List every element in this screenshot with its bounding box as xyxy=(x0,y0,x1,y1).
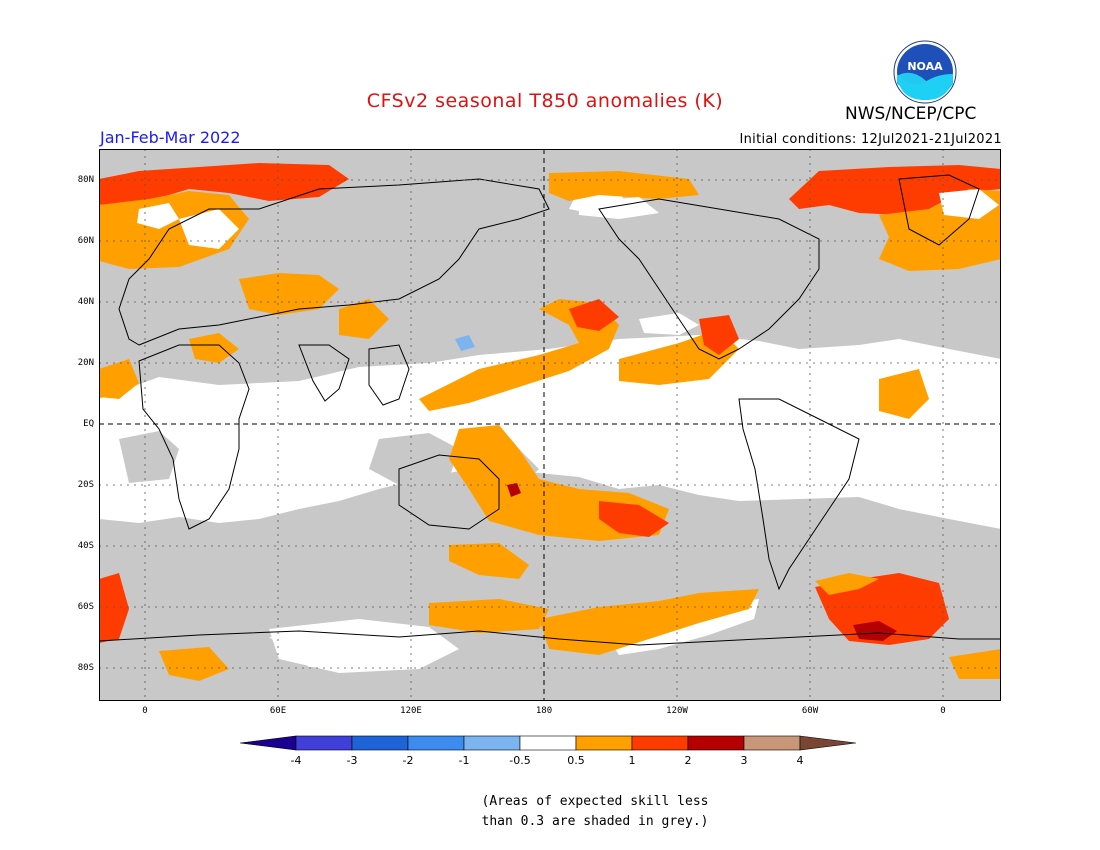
colorbar-tick-label: 2 xyxy=(684,754,692,767)
cool-anomaly xyxy=(455,335,475,351)
lon-label: 180 xyxy=(535,706,553,716)
colorbar-segment xyxy=(463,735,521,751)
colorbar-tick-label: 1 xyxy=(628,754,636,767)
anomaly-map xyxy=(99,149,1001,701)
colorbar-segment xyxy=(631,735,689,751)
antarctica-outline xyxy=(99,630,1001,646)
logo-text: NOAA xyxy=(907,60,943,73)
lat-label: 80S xyxy=(77,663,94,673)
lat-label: 20N xyxy=(77,358,94,368)
colorbar-segment xyxy=(240,735,297,751)
lon-label: 0 xyxy=(142,706,148,716)
graticule xyxy=(99,149,1001,701)
south-america-outline xyxy=(738,398,860,591)
skill-note-line: (Areas of expected skill less xyxy=(481,794,709,809)
greenland-outline xyxy=(898,174,980,246)
lon-label: 60W xyxy=(801,706,819,716)
australia-outline xyxy=(398,454,500,530)
colorbar-segment xyxy=(519,735,577,751)
colorbar-tick-label: -4 xyxy=(290,754,302,767)
colorbar-segment xyxy=(295,735,353,751)
colorbar-tick-label: 0.5 xyxy=(567,754,585,767)
africa-outline xyxy=(138,344,250,530)
skill-note-line: than 0.3 are shaded in grey.) xyxy=(481,814,709,829)
colorbar-tick-label: -3 xyxy=(346,754,358,767)
skill-note: (Areas of expected skill less than 0.3 a… xyxy=(0,792,1100,832)
forecast-period: Jan-Feb-Mar 2022 xyxy=(100,128,241,147)
colorbar-segment xyxy=(743,735,801,751)
map-title: CFSv2 seasonal T850 anomalies (K) xyxy=(366,90,724,112)
lat-label: 40N xyxy=(77,297,94,307)
colorbar-segment xyxy=(407,735,465,751)
neutral-band xyxy=(99,335,1001,529)
india-outline xyxy=(298,344,350,402)
pacific-warm xyxy=(419,299,619,411)
noaa-logo: NOAA xyxy=(893,40,957,104)
arctic-warm-1 xyxy=(99,163,349,205)
colorbar-segment xyxy=(575,735,633,751)
colorbar-tick-label: -1 xyxy=(458,754,470,767)
north-america-outline xyxy=(598,198,820,360)
arctic-warm-2 xyxy=(549,171,699,201)
lon-label: 0 xyxy=(940,706,946,716)
colorbar-tick-label: -0.5 xyxy=(509,754,531,767)
seasia-outline xyxy=(368,344,410,406)
colorbar-tick-label: 4 xyxy=(796,754,804,767)
colorbar-tick-label: -2 xyxy=(402,754,414,767)
colorbar-segment xyxy=(351,735,409,751)
lat-label: 60S xyxy=(77,602,94,612)
lat-label: 40S xyxy=(77,541,94,551)
colorbar-segment xyxy=(687,735,745,751)
lat-label: 20S xyxy=(77,480,94,490)
lat-label: 60N xyxy=(77,236,94,246)
lon-label: 120E xyxy=(400,706,422,716)
colorbar xyxy=(240,735,857,751)
organization-label: NWS/NCEP/CPC xyxy=(845,104,977,124)
lon-label: 120W xyxy=(666,706,688,716)
lon-label: 60E xyxy=(269,706,287,716)
colorbar-segment xyxy=(799,735,857,751)
lat-label: 80N xyxy=(77,175,94,185)
lat-label: EQ xyxy=(83,419,94,429)
initial-conditions: Initial conditions: 12Jul2021-21Jul2021 xyxy=(739,132,1002,147)
colorbar-tick-label: 3 xyxy=(740,754,748,767)
